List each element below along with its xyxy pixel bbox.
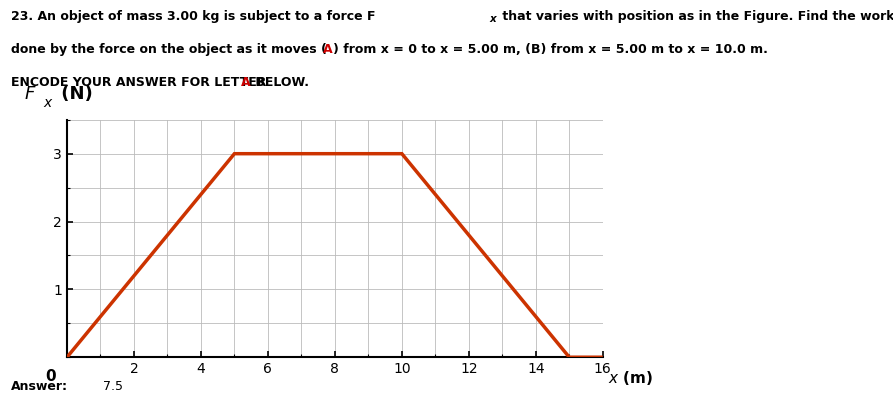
Text: 7.5: 7.5 xyxy=(103,380,122,394)
Text: $\mathit{x}$ (m): $\mathit{x}$ (m) xyxy=(608,369,654,387)
Text: $\mathit{F}$: $\mathit{F}$ xyxy=(24,85,37,103)
Text: ) from x = 0 to x = 5.00 m, (B) from x = 5.00 m to x = 10.0 m.: ) from x = 0 to x = 5.00 m, (B) from x =… xyxy=(333,43,768,56)
Text: BELOW.: BELOW. xyxy=(251,76,309,89)
Text: Answer:: Answer: xyxy=(11,380,68,394)
Text: A: A xyxy=(323,43,333,56)
Text: A: A xyxy=(241,76,251,89)
Text: (N): (N) xyxy=(55,85,93,103)
Text: $\mathit{x}$: $\mathit{x}$ xyxy=(43,96,54,110)
Text: x: x xyxy=(489,14,497,24)
Text: done by the force on the object as it moves (: done by the force on the object as it mo… xyxy=(11,43,327,56)
Text: 0: 0 xyxy=(45,370,55,385)
Text: ENCODE YOUR ANSWER FOR LETTER: ENCODE YOUR ANSWER FOR LETTER xyxy=(11,76,271,89)
Text: 23. An object of mass 3.00 kg is subject to a force F: 23. An object of mass 3.00 kg is subject… xyxy=(11,10,375,23)
Text: that varies with position as in the Figure. Find the work, in Joules,: that varies with position as in the Figu… xyxy=(498,10,893,23)
